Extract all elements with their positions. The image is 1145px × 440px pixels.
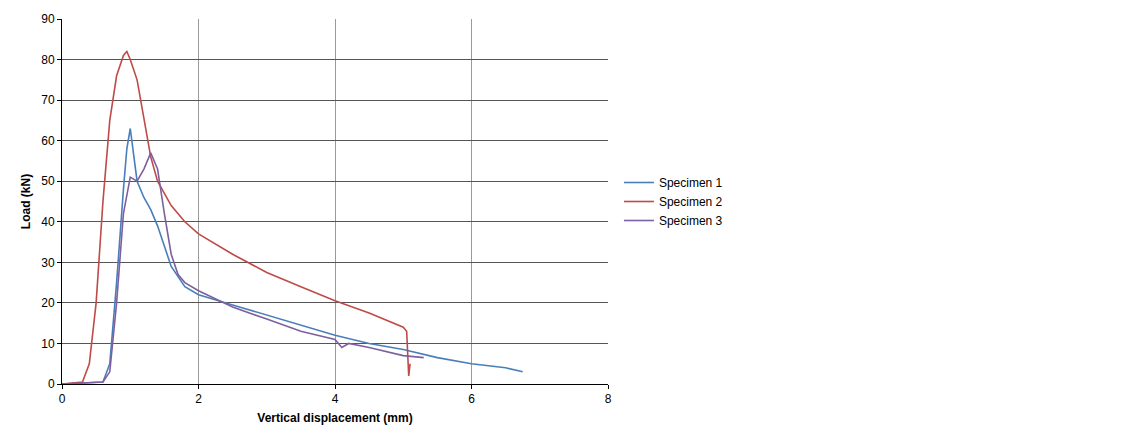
svg-text:2: 2 [195,392,202,406]
svg-text:6: 6 [468,392,475,406]
svg-text:50: 50 [41,174,55,188]
svg-text:90: 90 [41,12,55,26]
svg-text:30: 30 [41,256,55,270]
svg-text:Specimen 3: Specimen 3 [659,214,723,228]
svg-text:40: 40 [41,215,55,229]
svg-text:0: 0 [48,377,55,391]
svg-text:Vertical displacement (mm): Vertical displacement (mm) [257,411,412,425]
svg-text:70: 70 [41,93,55,107]
svg-text:Specimen 2: Specimen 2 [659,195,723,209]
svg-text:Specimen 1: Specimen 1 [659,176,723,190]
svg-text:80: 80 [41,53,55,67]
svg-text:Load (kN): Load (kN) [19,174,33,229]
svg-text:60: 60 [41,134,55,148]
svg-text:20: 20 [41,296,55,310]
svg-text:0: 0 [59,392,66,406]
svg-text:8: 8 [605,392,612,406]
svg-text:4: 4 [332,392,339,406]
svg-text:10: 10 [41,337,55,351]
